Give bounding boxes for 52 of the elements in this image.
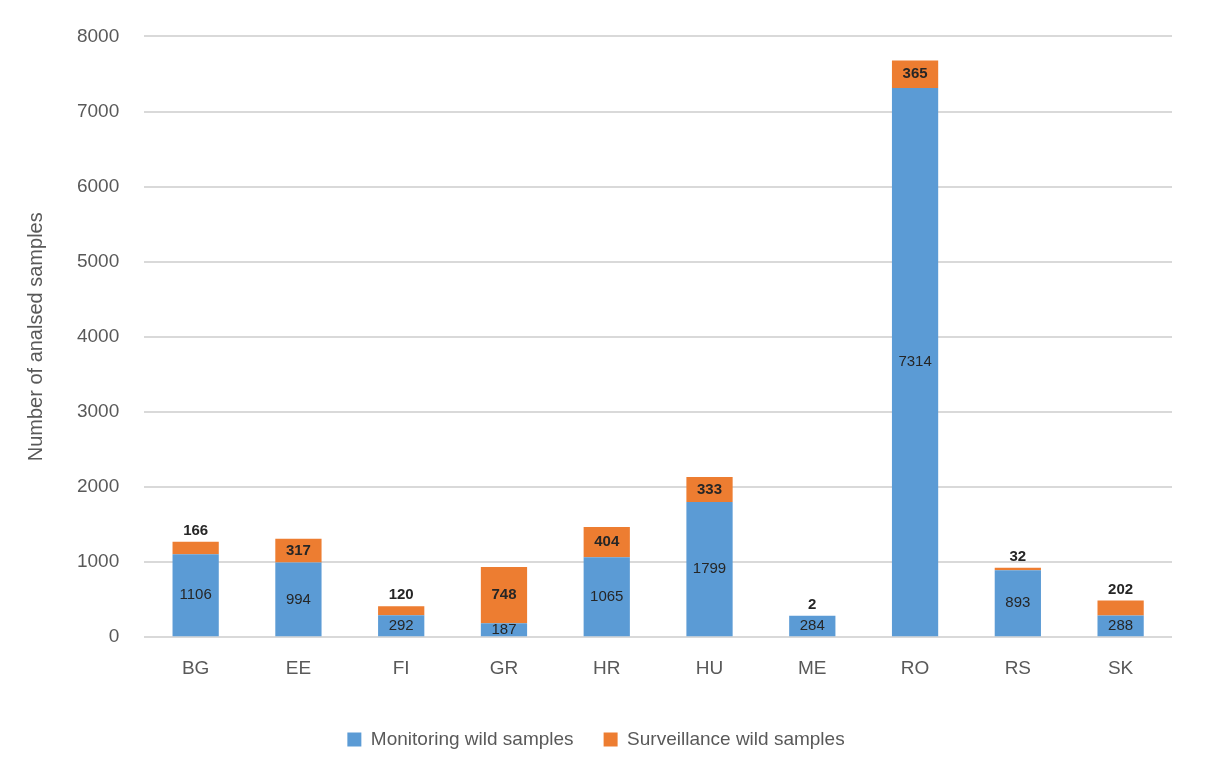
x-tick-label: ME — [798, 656, 827, 678]
data-label: 288 — [1108, 616, 1134, 634]
data-label: 404 — [594, 532, 620, 550]
y-axis-title: Number of analsed samples — [23, 212, 46, 462]
bar — [172, 541, 219, 555]
data-label: 284 — [799, 616, 825, 634]
data-label: 166 — [183, 520, 209, 538]
data-label: 1106 — [179, 585, 212, 603]
y-tick-label: 5000 — [76, 249, 120, 271]
data-label: 1065 — [590, 586, 624, 604]
data-label: 1799 — [692, 559, 727, 577]
y-tick-label: 3000 — [76, 400, 120, 422]
data-label: 32 — [1009, 546, 1027, 564]
x-tick-label: RO — [900, 656, 930, 678]
legend-label: Surveillance wild samples — [627, 727, 845, 749]
data-label: 748 — [491, 585, 517, 603]
bar — [686, 502, 733, 637]
bar — [1097, 600, 1144, 616]
y-tick-label: 0 — [108, 625, 120, 647]
data-label: 333 — [697, 479, 723, 497]
x-tick-label: BG — [181, 656, 210, 678]
data-label: 365 — [902, 64, 928, 82]
data-label: 317 — [285, 540, 311, 558]
x-tick-label: HR — [593, 656, 621, 678]
data-label: 994 — [285, 589, 311, 607]
data-label: 292 — [388, 615, 414, 633]
data-label: 893 — [1005, 593, 1031, 611]
data-label: 202 — [1108, 579, 1134, 597]
legend-label: Monitoring wild samples — [370, 727, 574, 749]
bar — [172, 554, 219, 637]
y-tick-label: 8000 — [76, 24, 120, 46]
bar — [583, 557, 630, 637]
y-tick-label: 6000 — [76, 174, 120, 196]
y-tick-label: 4000 — [76, 325, 120, 347]
bar — [994, 570, 1041, 637]
bar — [275, 562, 322, 637]
y-tick-label: 7000 — [76, 99, 120, 121]
bar — [891, 87, 939, 637]
y-tick-label: 2000 — [76, 475, 120, 497]
data-label: 2 — [808, 594, 817, 612]
data-label: 120 — [388, 585, 414, 603]
x-tick-label: RS — [1004, 656, 1032, 678]
bar — [378, 606, 425, 616]
data-label: 7314 — [898, 352, 932, 370]
x-tick-label: HU — [695, 656, 724, 678]
y-tick-label: 1000 — [76, 550, 120, 572]
x-tick-label: FI — [392, 656, 410, 678]
data-label: 187 — [491, 619, 517, 637]
x-tick-label: SK — [1107, 656, 1134, 678]
x-tick-label: GR — [489, 656, 519, 678]
x-tick-label: EE — [285, 656, 312, 678]
bar — [480, 566, 528, 624]
